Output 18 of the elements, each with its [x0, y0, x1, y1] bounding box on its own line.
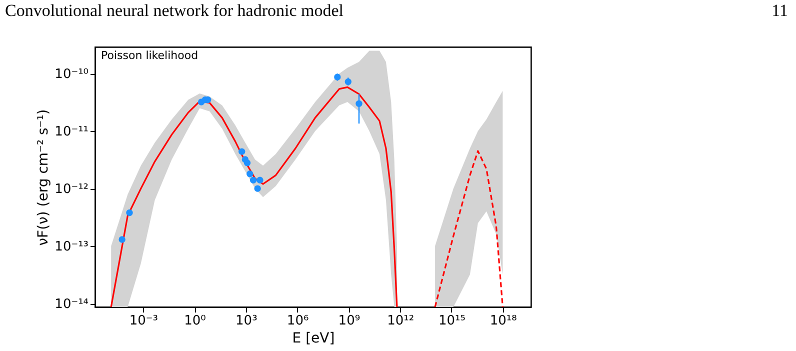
x-tick-label: 10¹⁸ — [490, 314, 517, 328]
x-tick-label: 10⁶ — [286, 314, 309, 328]
x-tick-label: 10³ — [236, 314, 258, 328]
y-tick-label: 10⁻¹² — [54, 182, 88, 198]
y-tick-label: 10⁻¹³ — [54, 240, 88, 255]
y-axis-title: νF(ν) (erg cm⁻² s⁻¹) — [36, 109, 52, 246]
x-tick-label: 10¹⁵ — [438, 314, 466, 328]
x-tick-label: 10⁻³ — [129, 314, 158, 328]
x-axis-title: E [eV] — [292, 330, 335, 346]
x-tick-label: 10⁰ — [184, 314, 206, 328]
x-tick-label: 10¹² — [387, 314, 414, 328]
x-tick-label: 10⁹ — [338, 314, 360, 328]
text: Convolutional neural network for hadronic model — [5, 1, 344, 20]
y-tick-label: 10⁻¹⁴ — [54, 297, 88, 312]
annotation: Poisson likelihood — [101, 49, 198, 62]
y-tick-label: 10⁻¹⁰ — [54, 67, 88, 82]
text: 11 — [772, 1, 788, 20]
y-tick-label: 10⁻¹¹ — [54, 124, 88, 140]
